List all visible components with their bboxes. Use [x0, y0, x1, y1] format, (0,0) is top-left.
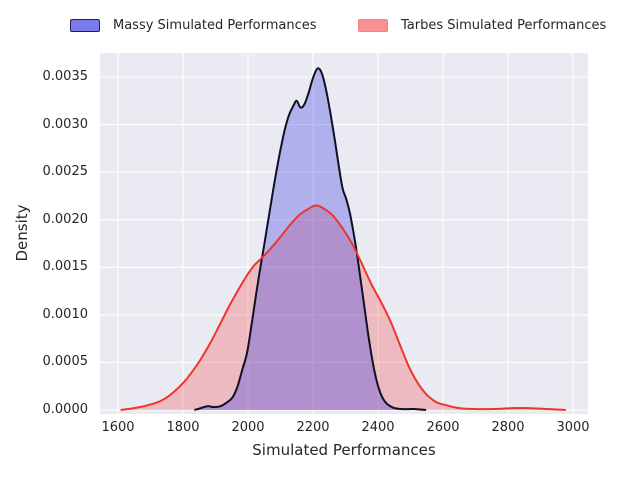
tarbes-legend-label: Tarbes Simulated Performances [401, 17, 607, 33]
x-tick-label: 1600 [101, 420, 135, 435]
plot-area [100, 53, 588, 414]
y-tick-label: 0.0015 [42, 259, 89, 275]
massy-legend-swatch [70, 18, 100, 32]
tarbes-density-line [120, 204, 566, 411]
y-tick-label: 0.0025 [42, 164, 89, 180]
y-tick-label: 0.0030 [42, 116, 89, 132]
massy-density-line [194, 67, 427, 411]
massy-legend-label: Massy Simulated Performances [113, 17, 317, 33]
y-tick-label: 0.0035 [42, 68, 89, 84]
x-tick-label: 1800 [166, 420, 200, 435]
x-tick-label: 2800 [491, 420, 525, 435]
legend-item-massy: Massy Simulated Performances [70, 16, 317, 34]
y-axis-label: Density [13, 204, 31, 262]
x-tick-label: 3000 [556, 420, 590, 435]
x-tick-label: 2400 [361, 420, 395, 435]
x-tick-label: 2200 [296, 420, 330, 435]
tarbes-legend-swatch [358, 18, 388, 32]
y-tick-label: 0.0020 [42, 211, 89, 227]
y-tick-label: 0.0000 [42, 402, 89, 417]
y-tick-label: 0.0005 [42, 354, 89, 370]
legend-item-tarbes: Tarbes Simulated Performances [358, 16, 606, 34]
tarbes-density-area [120, 205, 566, 410]
kde-plot-svg [100, 53, 588, 414]
y-tick-label: 0.0010 [42, 306, 89, 322]
x-axis-label: Simulated Performances [252, 441, 436, 459]
x-tick-label: 2600 [426, 420, 460, 435]
x-tick-label: 2000 [231, 420, 265, 435]
